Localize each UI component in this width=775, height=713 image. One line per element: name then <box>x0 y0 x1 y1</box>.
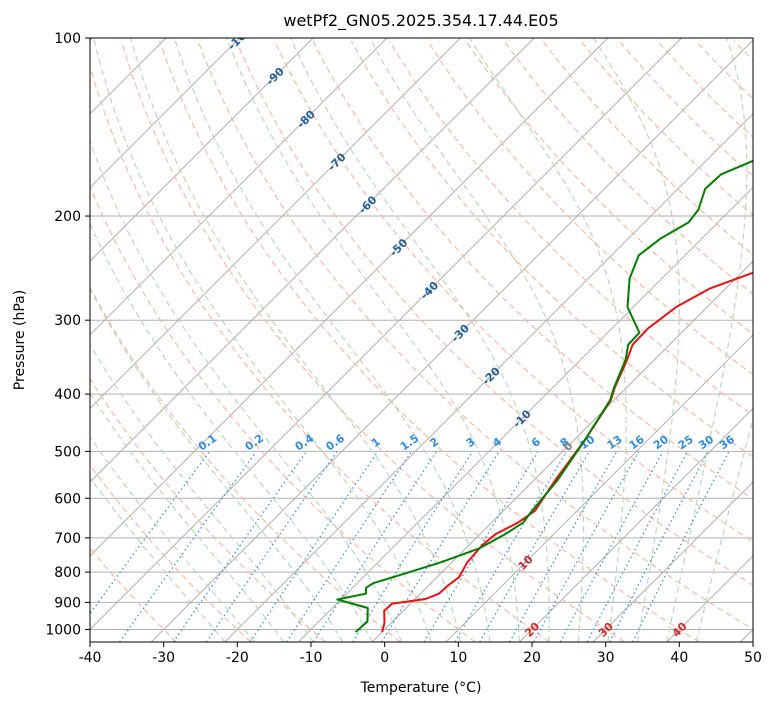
y-tick-label: 400 <box>54 387 81 403</box>
x-tick-label: 20 <box>523 650 541 666</box>
y-tick-label: 600 <box>54 491 81 507</box>
chart-title: wetPf2_GN05.2025.354.17.44.E05 <box>283 11 558 31</box>
y-tick-label: 200 <box>54 209 81 225</box>
x-tick-label: 30 <box>597 650 615 666</box>
x-tick-label: 10 <box>449 650 467 666</box>
x-tick-label: 50 <box>744 650 762 666</box>
y-tick-label: 800 <box>54 565 81 581</box>
y-tick-label: 900 <box>54 595 81 611</box>
x-tick-label: 40 <box>670 650 688 666</box>
x-tick-label: -40 <box>79 650 102 666</box>
x-tick-label: 0 <box>380 650 389 666</box>
y-tick-label: 100 <box>54 31 81 47</box>
x-axis-label: Temperature (°C) <box>360 680 482 696</box>
x-tick-label: -30 <box>152 650 175 666</box>
x-tick-label: -20 <box>226 650 249 666</box>
y-tick-label: 300 <box>54 313 81 329</box>
y-tick-label: 1000 <box>45 622 81 638</box>
y-tick-label: 500 <box>54 444 81 460</box>
y-axis-label: Pressure (hPa) <box>12 290 28 390</box>
y-tick-label: 700 <box>54 531 81 547</box>
x-tick-label: -10 <box>300 650 323 666</box>
